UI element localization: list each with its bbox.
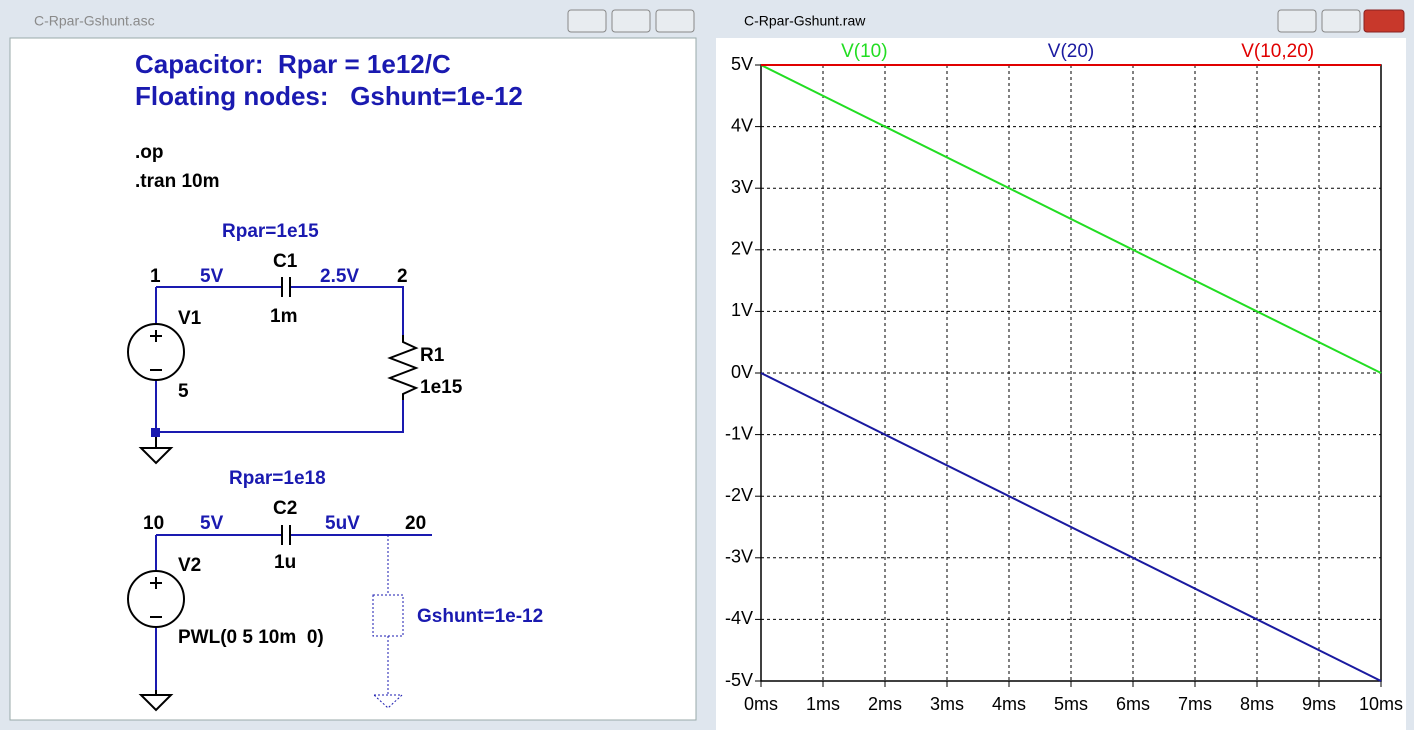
y-tick-label: 3V xyxy=(731,177,753,197)
y-tick-label: -3V xyxy=(725,547,753,567)
cap-name: C2 xyxy=(273,498,297,519)
x-tick-label: 9ms xyxy=(1302,694,1336,714)
series-line xyxy=(760,372,1382,682)
node: 1 xyxy=(150,266,161,287)
directive: .tran 10m xyxy=(135,171,219,192)
x-tick-label: 1ms xyxy=(806,694,840,714)
x-tick-label: 4ms xyxy=(992,694,1026,714)
x-tick-label: 7ms xyxy=(1178,694,1212,714)
cap-value: 1u xyxy=(274,552,296,573)
circuit-2 xyxy=(127,525,432,712)
x-tick-label: 0ms xyxy=(744,694,778,714)
x-tick-label: 5ms xyxy=(1054,694,1088,714)
cap-name: C1 xyxy=(273,251,298,272)
plot: 5V 4V 3V 2V 1V 0V -1V -2V -3V -4V -5V 0ms 1ms 2ms 3ms 4… xyxy=(725,41,1403,714)
y-tick-label: 0V xyxy=(731,362,753,382)
voltage: 5V xyxy=(200,266,224,287)
legend-entry: V(10) xyxy=(841,41,887,62)
heading: Capacitor: Rpar = 1e12/C xyxy=(135,49,451,79)
source-value: PWL(0 5 10m 0) xyxy=(178,627,324,648)
series-line xyxy=(760,64,1382,374)
y-tick-label: -1V xyxy=(725,423,753,443)
x-tick-label: 3ms xyxy=(930,694,964,714)
x-tick-label: 8ms xyxy=(1240,694,1274,714)
waveform-canvas xyxy=(716,38,1406,730)
voltage: 2.5V xyxy=(320,266,359,287)
rpar: Rpar=1e18 xyxy=(229,468,326,489)
y-tick-label: 2V xyxy=(731,239,753,259)
window-title: C-Rpar-Gshunt.asc xyxy=(34,13,155,29)
node: 20 xyxy=(405,513,426,534)
voltage: 5uV xyxy=(325,513,360,534)
heading: Floating nodes: Gshunt=1e-12 xyxy=(135,81,523,111)
res-name: R1 xyxy=(420,345,445,366)
rpar: Rpar=1e15 xyxy=(222,221,319,242)
window-title: C-Rpar-Gshunt.raw xyxy=(744,13,866,29)
legend-entry: V(20) xyxy=(1048,41,1094,62)
node: 2 xyxy=(397,266,408,287)
y-tick-label: 4V xyxy=(731,115,753,135)
y-tick-label: 1V xyxy=(731,300,753,320)
window-buttons[interactable] xyxy=(1277,9,1405,33)
x-tick-label: 6ms xyxy=(1116,694,1150,714)
window-buttons[interactable] xyxy=(567,9,695,33)
source-value: 5 xyxy=(178,381,189,402)
source-name: V2 xyxy=(178,555,201,576)
voltage: 5V xyxy=(200,513,224,534)
res-value: 1e15 xyxy=(420,377,463,398)
directive: .op xyxy=(135,142,164,163)
y-tick-label: 5V xyxy=(731,54,753,74)
y-tick-label: -2V xyxy=(725,485,753,505)
cap-value: 1m xyxy=(270,306,297,327)
source-name: V1 xyxy=(178,308,202,329)
gshunt: Gshunt=1e-12 xyxy=(417,606,543,627)
node: 10 xyxy=(143,513,164,534)
x-tick-label: 10ms xyxy=(1359,694,1403,714)
schematic-canvas xyxy=(9,37,697,721)
x-tick-label: 2ms xyxy=(868,694,902,714)
legend-entry: V(10,20) xyxy=(1241,41,1314,62)
y-tick-label: -4V xyxy=(725,608,753,628)
y-tick-label: -5V xyxy=(725,670,753,690)
circuit-1 xyxy=(127,277,419,465)
